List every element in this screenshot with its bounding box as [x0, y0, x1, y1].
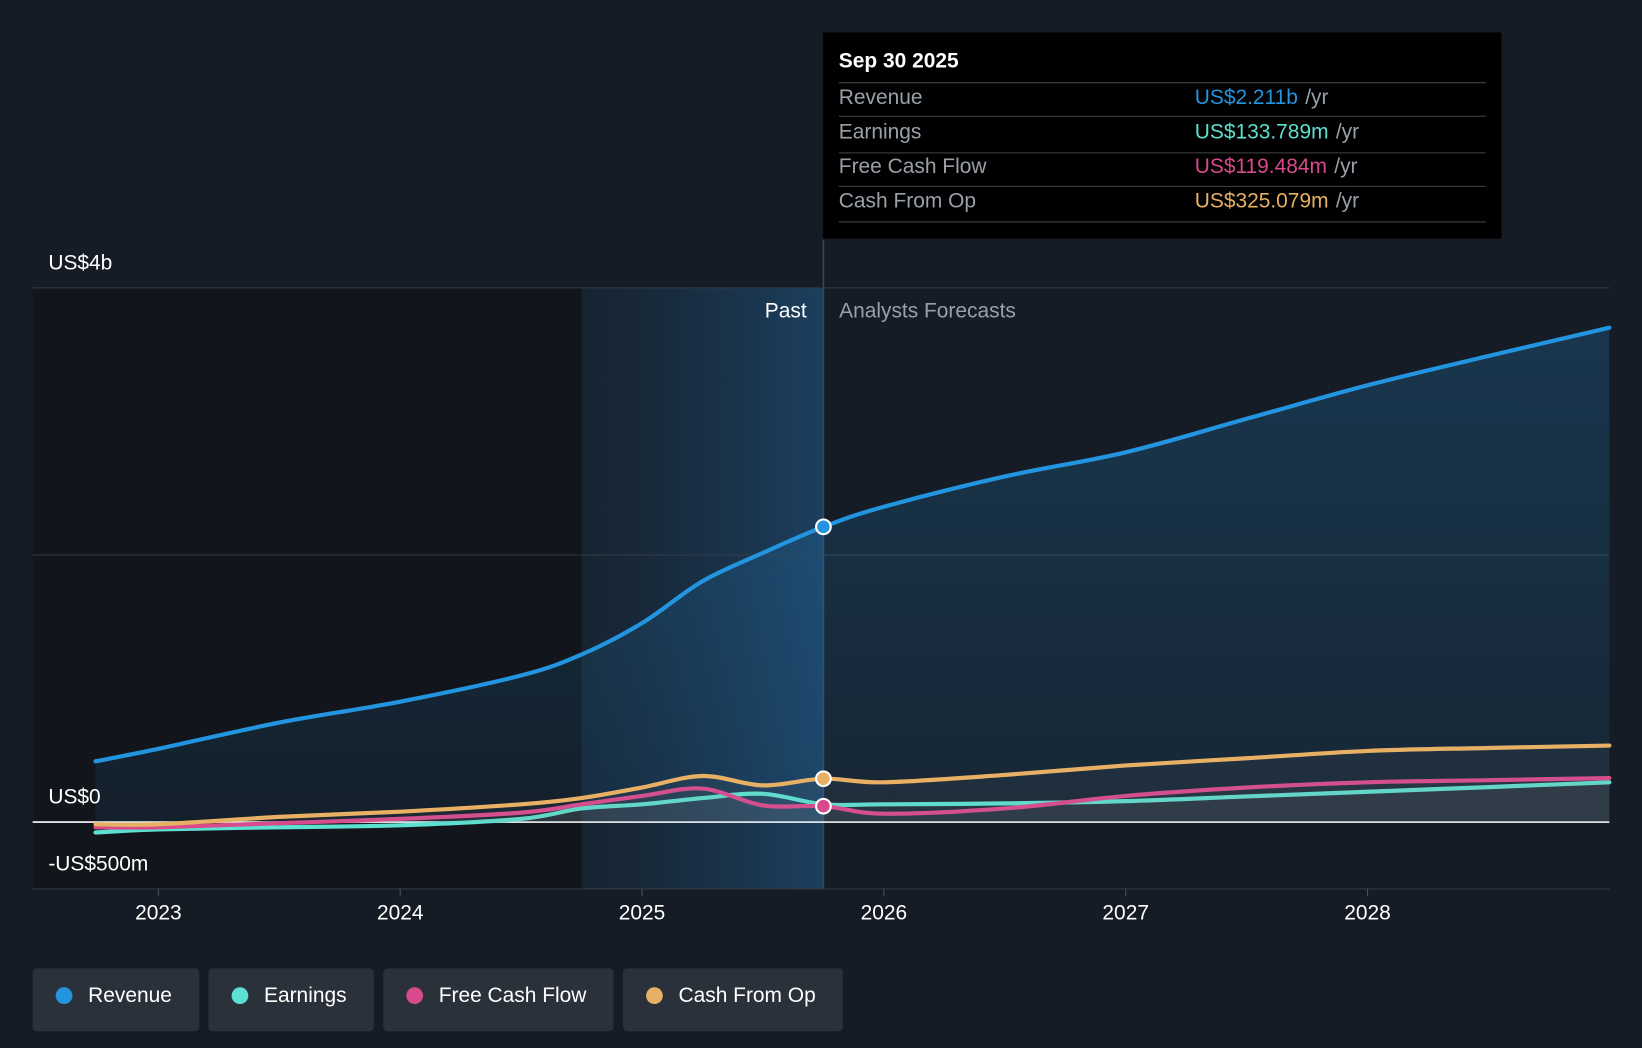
- tooltip-unit: /yr: [1334, 155, 1357, 178]
- x-tick-label: 2028: [1344, 902, 1391, 925]
- tooltip-label: Free Cash Flow: [839, 155, 988, 178]
- tooltip-unit: /yr: [1336, 120, 1359, 143]
- y-tick-label: -US$500m: [48, 852, 148, 875]
- legend-pill[interactable]: [208, 968, 374, 1032]
- point-marker: [815, 518, 832, 536]
- tooltip-box: [823, 32, 1502, 239]
- legend: Revenue Earnings Free Cash Flow Cash From O…: [32, 968, 843, 1032]
- y-tick-label: US$4b: [48, 251, 112, 274]
- series-line: [93, 776, 1612, 830]
- labels: Past Analysts Forecasts -US$500m US$0 US$4b 2…: [48, 251, 1390, 924]
- series-area: [95, 778, 1610, 828]
- point-marker: [815, 770, 832, 788]
- series-line: [93, 325, 1612, 764]
- x-tick-label: 2026: [861, 902, 908, 925]
- series-area: [95, 745, 1610, 825]
- x-tick-label: 2025: [619, 902, 666, 925]
- tooltip-unit: /yr: [1305, 86, 1328, 109]
- legend-item[interactable]: Earnings: [208, 968, 374, 1032]
- legend-label: Earnings: [264, 984, 347, 1007]
- point-marker: [815, 797, 832, 815]
- series-layer: [93, 325, 1612, 835]
- tooltip-label: Earnings: [839, 120, 922, 143]
- legend-item[interactable]: Cash From Op: [623, 968, 843, 1032]
- legend-label: Cash From Op: [679, 984, 816, 1007]
- tooltip-value: US$2.211b: [1195, 86, 1298, 109]
- legend-pill[interactable]: [383, 968, 614, 1032]
- past-label: Past: [765, 300, 807, 323]
- legend-swatch: [646, 987, 663, 1005]
- x-tick-label: 2027: [1102, 902, 1149, 925]
- tooltip-value: US$133.789m: [1195, 120, 1329, 143]
- y-tick-label: US$0: [48, 786, 100, 809]
- tooltip: Sep 30 2025 Revenue US$2.211b/yr Earnings US…: [823, 32, 1502, 239]
- legend-swatch: [231, 987, 249, 1005]
- forecast-label: Analysts Forecasts: [839, 300, 1016, 323]
- tooltip-unit: /yr: [1336, 190, 1359, 213]
- series-area: [95, 782, 1610, 833]
- legend-label: Free Cash Flow: [439, 984, 588, 1007]
- series-area: [95, 327, 1610, 823]
- tooltip-value: US$325.079m: [1195, 190, 1329, 213]
- legend-swatch: [55, 987, 73, 1005]
- legend-item[interactable]: Revenue: [32, 968, 200, 1032]
- legend-swatch: [406, 987, 424, 1005]
- tooltip-value: US$119.484m: [1195, 155, 1327, 178]
- legend-pill[interactable]: [623, 968, 843, 1032]
- legend-item[interactable]: Free Cash Flow: [383, 968, 614, 1032]
- legend-label: Revenue: [88, 984, 172, 1007]
- tooltip-label: Revenue: [839, 86, 923, 109]
- legend-pill[interactable]: [32, 968, 200, 1032]
- x-tick-label: 2023: [135, 902, 182, 925]
- tooltip-title: Sep 30 2025: [839, 49, 959, 72]
- tooltip-label: Cash From Op: [839, 190, 976, 213]
- series-line: [93, 780, 1612, 835]
- x-tick-label: 2024: [377, 902, 424, 925]
- series-line: [93, 743, 1612, 827]
